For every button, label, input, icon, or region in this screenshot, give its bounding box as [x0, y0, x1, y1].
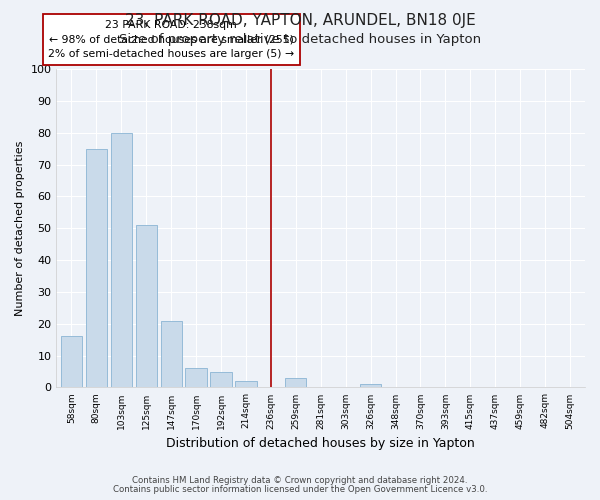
X-axis label: Distribution of detached houses by size in Yapton: Distribution of detached houses by size …: [166, 437, 475, 450]
Text: Size of property relative to detached houses in Yapton: Size of property relative to detached ho…: [119, 32, 481, 46]
Text: Contains HM Land Registry data © Crown copyright and database right 2024.: Contains HM Land Registry data © Crown c…: [132, 476, 468, 485]
Text: 23 PARK ROAD: 238sqm
← 98% of detached houses are smaller (255)
2% of semi-detac: 23 PARK ROAD: 238sqm ← 98% of detached h…: [48, 20, 294, 59]
Bar: [161, 320, 182, 388]
Bar: [211, 372, 232, 388]
Bar: [360, 384, 381, 388]
Bar: [136, 225, 157, 388]
Bar: [185, 368, 206, 388]
Bar: [285, 378, 307, 388]
Y-axis label: Number of detached properties: Number of detached properties: [15, 140, 25, 316]
Text: 23, PARK ROAD, YAPTON, ARUNDEL, BN18 0JE: 23, PARK ROAD, YAPTON, ARUNDEL, BN18 0JE: [125, 12, 475, 28]
Bar: [61, 336, 82, 388]
Bar: [110, 132, 132, 388]
Bar: [235, 381, 257, 388]
Text: Contains public sector information licensed under the Open Government Licence v3: Contains public sector information licen…: [113, 485, 487, 494]
Bar: [86, 148, 107, 388]
